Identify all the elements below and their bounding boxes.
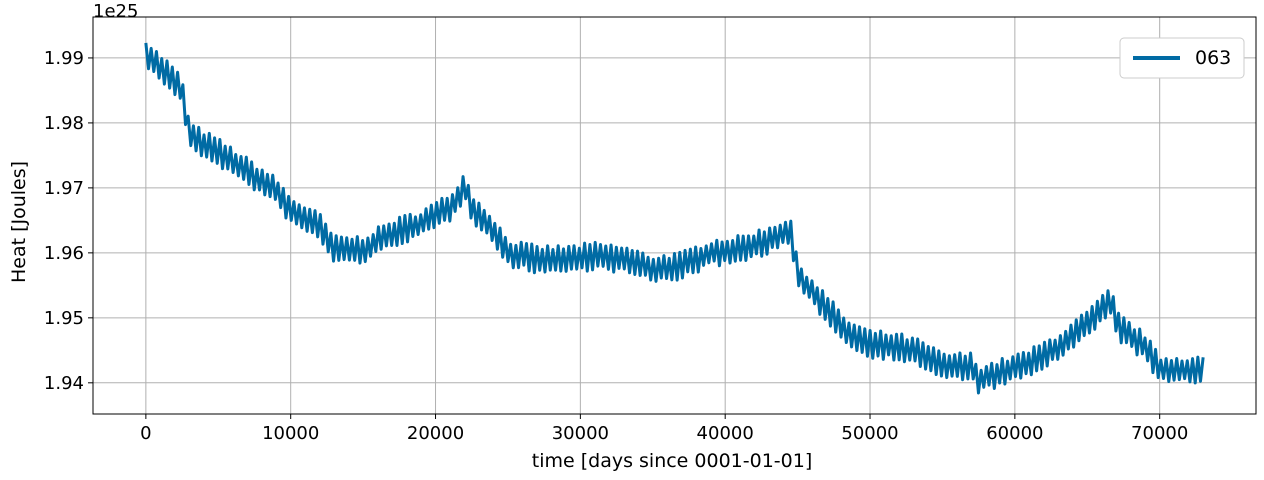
y-tick-label: 1.94 <box>44 373 84 394</box>
x-tick-label: 10000 <box>262 423 319 444</box>
series-layer <box>144 42 1205 395</box>
y-axis-label: Heat [Joules] <box>8 161 30 283</box>
x-tick-label: 20000 <box>407 423 464 444</box>
legend-box <box>1119 37 1245 79</box>
legend: 063 <box>1119 37 1245 79</box>
x-ticks: 0 10000 20000 30000 40000 50000 60000 70000 <box>140 414 1188 444</box>
y-tick-label: 1.97 <box>44 178 84 199</box>
legend-label-063: 063 <box>1195 47 1231 69</box>
y-tick-label: 1.98 <box>44 113 84 134</box>
y-tick-label: 1.99 <box>44 48 84 69</box>
x-tick-label: 60000 <box>986 423 1043 444</box>
y-ticks: 1.94 1.95 1.96 1.97 1.98 1.99 <box>44 48 93 394</box>
x-tick-label: 40000 <box>697 423 754 444</box>
grid-lines <box>93 17 1256 414</box>
x-tick-label: 50000 <box>841 423 898 444</box>
plot-frame <box>92 16 1257 415</box>
y-offset-text: 1e25 <box>93 1 138 22</box>
x-tick-label: 0 <box>140 423 151 444</box>
series-line-063 <box>144 42 1205 395</box>
y-tick-label: 1.96 <box>44 243 84 264</box>
x-tick-label: 70000 <box>1131 423 1188 444</box>
y-tick-label: 1.95 <box>44 308 84 329</box>
x-axis-label: time [days since 0001-01-01] <box>532 450 813 472</box>
x-tick-label: 30000 <box>552 423 609 444</box>
